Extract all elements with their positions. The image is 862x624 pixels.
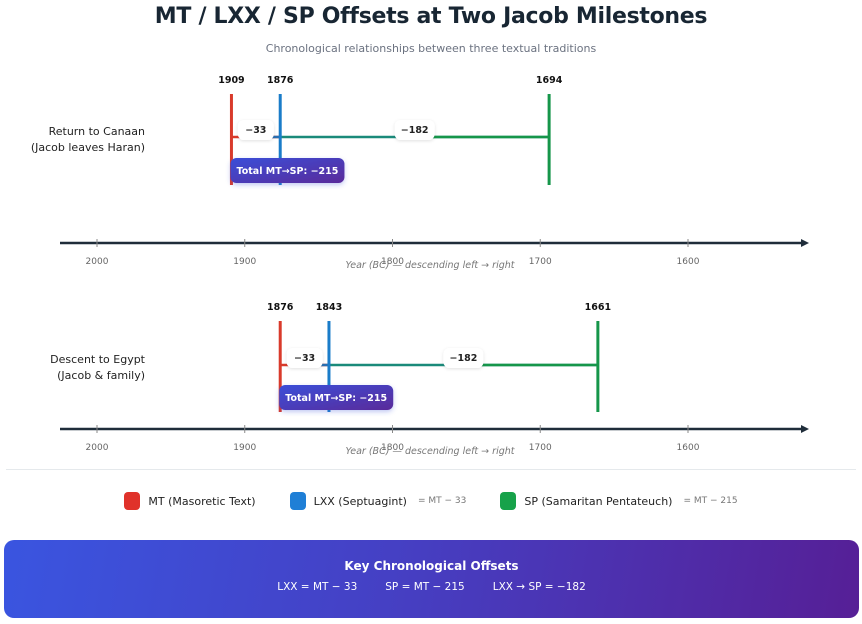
legend-label: MT (Masoretic Text) [148,494,256,508]
legend-item-mt: MT (Masoretic Text) [124,492,256,510]
axis-tick-label: 1800 [381,257,404,267]
lxx-year-label: 1876 [267,75,294,86]
total-offset-badge [230,158,345,183]
key-offsets-list: LXX = MT − 33 SP = MT − 215 LXX → SP = −… [4,581,859,593]
key-offsets-panel: Key Chronological Offsets LXX = MT − 33 … [4,540,859,618]
axis-tick-label: 1800 [381,443,404,453]
key-offset-item: LXX = MT − 33 [277,581,358,593]
section-divider [6,469,856,470]
axis-tick-label: 1900 [233,443,256,453]
axis-tick-label: 1900 [233,257,256,267]
axis-caption: Year (BC) — descending left → right [346,446,516,457]
milestone-sublabel: (Jacob & family) [57,369,145,382]
axis-tick-label: 1600 [677,443,700,453]
mt-year-label: 1876 [267,302,294,313]
page-subtitle: Chronological relationships between thre… [265,42,597,55]
mt-lxx-diff-label: −33 [245,125,266,136]
axis-tick-label: 1600 [677,257,700,267]
axis-arrow-icon [801,425,809,433]
lxx-sp-diff-pill [394,120,435,140]
legend: MT (Masoretic Text) LXX (Septuagint) = M… [0,492,862,510]
axis-arrow-icon [801,239,809,247]
mt-lxx-diff-label: −33 [294,353,315,364]
milestone-label: Return to Canaan [49,125,145,138]
mt-year-label: 1909 [218,75,244,86]
legend-label: SP (Samaritan Pentateuch) [524,494,673,508]
page-title: MT / LXX / SP Offsets at Two Jacob Miles… [154,4,708,29]
legend-note: = MT − 33 [417,496,467,506]
sp-year-label: 1661 [585,302,611,313]
milestone-sublabel: (Jacob leaves Haran) [31,141,145,154]
total-offset-label: Total MT→SP: −215 [237,166,339,177]
legend-label: LXX (Septuagint) [313,494,407,508]
axis-tick-label: 1700 [529,443,552,453]
lxx-sp-diff-label: −182 [401,125,429,136]
axis-tick-label: 2000 [86,443,109,453]
legend-note: = MT − 215 [683,496,738,506]
legend-item-lxx: LXX (Septuagint) = MT − 33 [289,492,467,510]
sp-color-swatch [500,492,517,510]
timeline-diagram: Return to Canaan (Jacob leaves Haran) 1909… [31,75,809,457]
axis-tick-label: 1700 [529,257,552,267]
mt-lxx-diff-pill [286,348,323,368]
key-offsets-title: Key Chronological Offsets [344,559,519,573]
mt-color-swatch [124,492,141,510]
lxx-color-swatch [289,492,306,510]
total-offset-label: Total MT→SP: −215 [285,393,387,404]
axis-caption: Year (BC) — descending left → right [346,260,516,271]
mt-lxx-diff-pill [237,120,274,140]
lxx-sp-diff-label: −182 [450,353,478,364]
axis-tick-label: 2000 [86,257,109,267]
key-offset-item: SP = MT − 215 [385,581,465,593]
legend-item-sp: SP (Samaritan Pentateuch) = MT − 215 [500,492,738,510]
lxx-year-label: 1843 [316,302,342,313]
milestone-label: Descent to Egypt [50,353,146,366]
total-offset-badge [279,385,394,410]
lxx-sp-diff-pill [443,348,484,368]
sp-year-label: 1694 [536,75,563,86]
key-offset-item: LXX → SP = −182 [492,581,586,593]
